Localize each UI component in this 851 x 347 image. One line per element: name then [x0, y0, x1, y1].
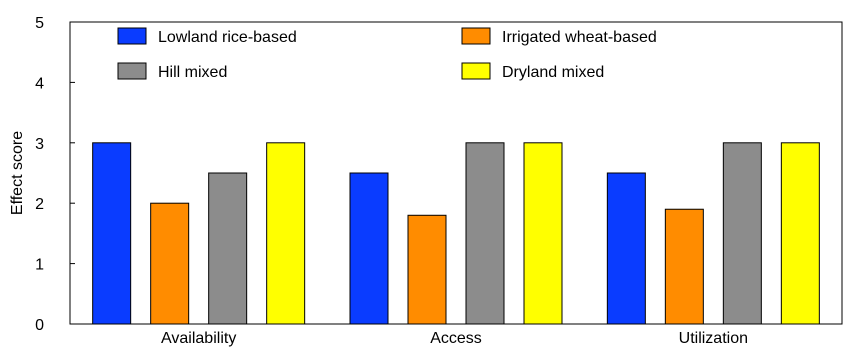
bar: [722, 142, 762, 325]
bar: [606, 172, 646, 325]
bars: [92, 142, 820, 325]
legend-swatch: [461, 27, 491, 45]
bar: [92, 142, 132, 325]
bar: [664, 208, 704, 325]
legend-label: Dryland mixed: [502, 64, 604, 81]
x-axis: Availability Access Utilization: [161, 330, 748, 347]
bar: [266, 142, 306, 325]
y-tick-label: 2: [35, 196, 44, 213]
x-tick-label: Utilization: [679, 330, 748, 347]
y-tick-label: 1: [35, 257, 44, 274]
y-axis: 0 1 2 3 4 5: [35, 15, 75, 334]
legend-label: Irrigated wheat-based: [502, 29, 657, 46]
legend-swatch: [117, 62, 147, 80]
y-tick-label: 0: [35, 317, 44, 334]
y-tick-label: 3: [35, 136, 44, 153]
x-tick-label: Availability: [161, 330, 236, 347]
legend-label: Hill mixed: [158, 64, 227, 81]
bar: [780, 142, 820, 325]
bar: [349, 172, 389, 325]
bar: [208, 172, 248, 325]
bar: [465, 142, 505, 325]
legend-swatch: [117, 27, 147, 45]
y-tick-label: 5: [35, 15, 44, 32]
y-tick-label: 4: [35, 75, 44, 92]
bar: [407, 214, 447, 325]
bar: [150, 202, 190, 325]
y-axis-title: Effect score: [9, 131, 26, 215]
legend: Lowland rice-based Irrigated wheat-based H…: [117, 27, 657, 81]
bar: [523, 142, 563, 325]
x-tick-label: Access: [430, 330, 482, 347]
legend-swatch: [461, 62, 491, 80]
plot-border: [69, 21, 843, 325]
legend-label: Lowland rice-based: [158, 29, 297, 46]
plot-frame: [69, 21, 843, 325]
